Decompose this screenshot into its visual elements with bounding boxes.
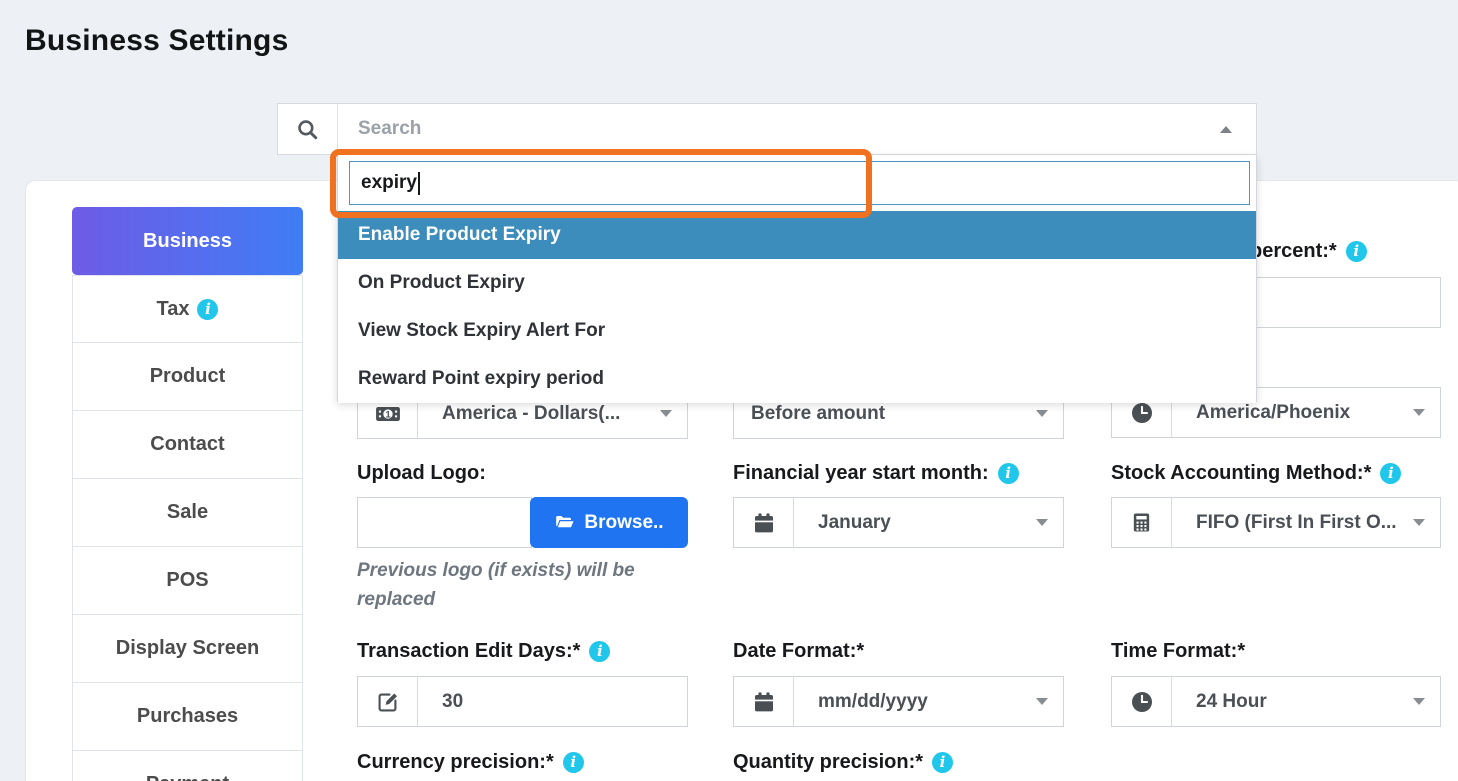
info-icon[interactable]: [1345, 241, 1367, 262]
page-title: Business Settings: [25, 24, 289, 57]
date-format-value: mm/dd/yyyy: [818, 690, 928, 712]
financial-year-start-month-label: Financial year start month:: [733, 462, 1019, 485]
search-results-dropdown: expiry Enable Product Expiry On Product …: [337, 155, 1257, 403]
tab-product[interactable]: Product: [72, 343, 303, 411]
transaction-edit-days-value: 30: [442, 690, 464, 712]
stock-accounting-method-value: FIFO (First In First O...: [1196, 511, 1397, 533]
stock-accounting-method-label: Stock Accounting Method:*: [1111, 462, 1402, 485]
info-icon[interactable]: [1380, 463, 1402, 484]
currency-value: America - Dollars(...: [442, 402, 621, 424]
file-name-box: [357, 497, 532, 548]
time-format-select[interactable]: 24 Hour: [1111, 676, 1441, 727]
search-results-list: Enable Product Expiry On Product Expiry …: [338, 211, 1256, 403]
tab-payment[interactable]: Payment: [72, 751, 303, 781]
stock-accounting-method-select[interactable]: FIFO (First In First O...: [1111, 497, 1441, 548]
clock-icon: [1112, 388, 1172, 437]
caret-down-icon: [1036, 519, 1048, 526]
search-result-enable-product-expiry[interactable]: Enable Product Expiry: [338, 211, 1256, 259]
caret-down-icon: [660, 410, 672, 417]
folder-open-icon: [554, 512, 575, 533]
tab-business[interactable]: Business: [72, 207, 303, 275]
search-placeholder: Search: [358, 118, 422, 139]
caret-down-icon: [1036, 698, 1048, 705]
tab-purchases[interactable]: Purchases: [72, 683, 303, 751]
date-format-select[interactable]: mm/dd/yyyy: [733, 676, 1064, 727]
currency-precision-label: Currency precision:*: [357, 751, 584, 774]
info-icon[interactable]: [932, 752, 954, 773]
caret-down-icon: [1036, 410, 1048, 417]
search-result-view-stock-expiry-alert-for[interactable]: View Stock Expiry Alert For: [338, 307, 1256, 355]
caret-down-icon: [1413, 698, 1425, 705]
settings-search-input[interactable]: expiry: [349, 161, 1250, 205]
search-icon: [278, 104, 338, 154]
svg-text:1: 1: [385, 409, 390, 419]
caret-down-icon: [1413, 409, 1425, 416]
time-format-label: Time Format:*: [1111, 640, 1246, 662]
info-icon[interactable]: [589, 641, 611, 662]
tab-display-screen[interactable]: Display Screen: [72, 615, 303, 683]
upload-logo-note: Previous logo (if exists) will be replac…: [357, 560, 635, 610]
info-icon[interactable]: [562, 752, 584, 773]
search-result-on-product-expiry[interactable]: On Product Expiry: [338, 259, 1256, 307]
financial-year-start-month-value: January: [818, 511, 891, 533]
quantity-precision-label: Quantity precision:*: [733, 751, 954, 774]
tab-sale[interactable]: Sale: [72, 479, 303, 547]
upload-logo-file-input[interactable]: Browse..: [357, 497, 688, 548]
financial-year-start-month-select[interactable]: January: [733, 497, 1064, 548]
tab-contact[interactable]: Contact: [72, 411, 303, 479]
info-icon[interactable]: [997, 463, 1019, 484]
calculator-icon: [1112, 498, 1172, 547]
money-icon: 1: [358, 389, 418, 438]
search-result-reward-point-expiry-period[interactable]: Reward Point expiry period: [338, 355, 1256, 403]
search-query-text: expiry: [361, 172, 417, 193]
transaction-edit-days-label: Transaction Edit Days:*: [357, 640, 611, 663]
calendar-icon: [734, 677, 794, 726]
currency-symbol-placement-value: Before amount: [751, 402, 886, 424]
text-cursor: [417, 171, 420, 195]
caret-down-icon: [1413, 519, 1425, 526]
browse-button[interactable]: Browse..: [530, 497, 688, 548]
upload-logo-label: Upload Logo:: [357, 462, 486, 484]
caret-up-icon: [1220, 125, 1232, 133]
edit-icon: [358, 677, 418, 726]
tab-pos[interactable]: POS: [72, 547, 303, 615]
date-format-label: Date Format:*: [733, 640, 865, 662]
profit-percent-label: percent:*: [1250, 240, 1367, 263]
calendar-icon: [734, 498, 794, 547]
time-zone-value: America/Phoenix: [1196, 401, 1351, 423]
settings-tabs: Business Tax Product Contact Sale POS Di…: [72, 207, 303, 781]
time-format-value: 24 Hour: [1196, 690, 1267, 712]
info-icon[interactable]: [197, 298, 219, 320]
settings-search-bar[interactable]: Search: [277, 103, 1257, 155]
transaction-edit-days-input[interactable]: 30: [357, 676, 688, 727]
clock-icon: [1112, 677, 1172, 726]
tab-tax[interactable]: Tax: [72, 275, 303, 343]
